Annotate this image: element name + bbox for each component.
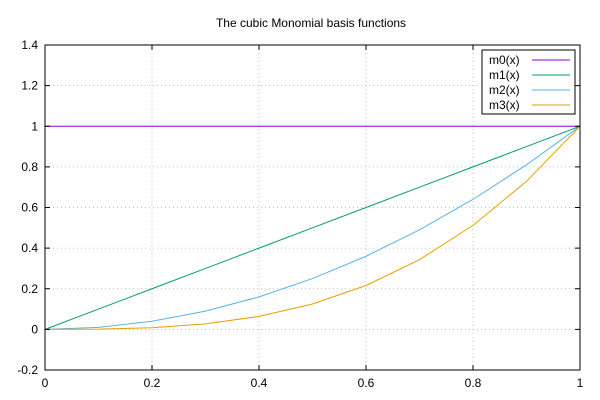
y-tick-label: -0.2 bbox=[17, 363, 38, 377]
y-tick-label: 1.4 bbox=[21, 38, 38, 52]
y-tick-label: 0 bbox=[31, 322, 38, 336]
y-tick-label: 0.2 bbox=[21, 282, 38, 296]
series-line-m3x bbox=[44, 125, 581, 330]
legend-box bbox=[481, 49, 576, 115]
legend-label: m2(x) bbox=[489, 83, 520, 97]
series-lines bbox=[44, 125, 581, 330]
x-tick-label: 0.2 bbox=[144, 376, 161, 390]
y-tick-label: 0.8 bbox=[21, 160, 38, 174]
legend: m0(x)m1(x)m2(x)m3(x) bbox=[481, 49, 576, 115]
legend-label: m0(x) bbox=[489, 53, 520, 67]
legend-label: m3(x) bbox=[489, 98, 520, 112]
y-tick-label: 0.4 bbox=[21, 241, 38, 255]
x-tick-label: 0.4 bbox=[251, 376, 268, 390]
x-tick-label: 1 bbox=[577, 376, 584, 390]
y-tick-label: 1 bbox=[31, 119, 38, 133]
axis-ticks: 0 0.2 0.4 0.6 0.8 1 -0.2 0 0.2 0.4 0.6 0.8 1 1.2 1.4 bbox=[17, 38, 583, 390]
x-tick-label: 0.6 bbox=[358, 376, 375, 390]
x-tick-label: 0 bbox=[42, 376, 49, 390]
series-line-m1x bbox=[44, 125, 581, 330]
chart-title: The cubic Monomial basis functions bbox=[216, 16, 406, 30]
legend-label: m1(x) bbox=[489, 68, 520, 82]
series-line-m2x bbox=[44, 125, 581, 330]
y-tick-label: 1.2 bbox=[21, 79, 38, 93]
x-tick-label: 0.8 bbox=[465, 376, 482, 390]
y-tick-label: 0.6 bbox=[21, 201, 38, 215]
